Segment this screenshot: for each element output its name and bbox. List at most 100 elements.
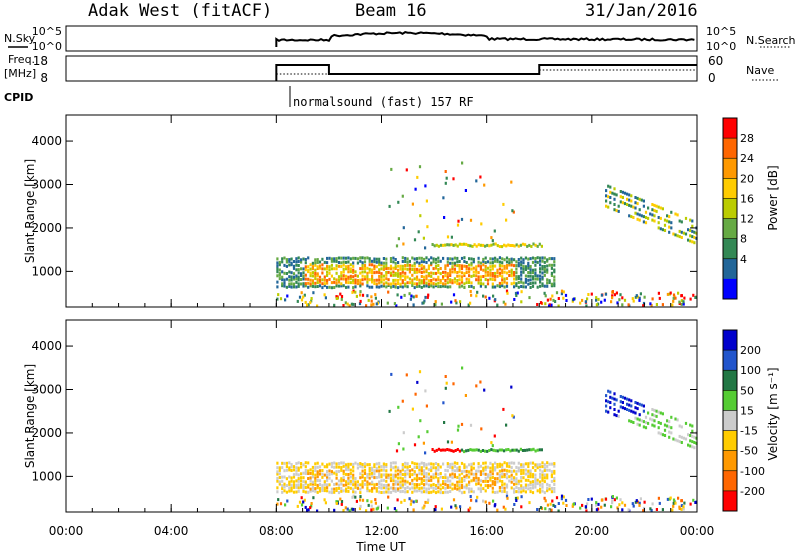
heatmap-cell <box>442 256 445 260</box>
heatmap-cell <box>539 472 542 476</box>
heatmap-cell <box>335 482 338 486</box>
heatmap-cell <box>399 284 402 288</box>
heatmap-cell <box>546 284 549 288</box>
heatmap-cell <box>298 500 302 504</box>
heatmap-cell <box>460 271 464 275</box>
heatmap-cell <box>505 289 509 293</box>
heatmap-cell <box>691 240 694 244</box>
heatmap-cell <box>321 278 324 282</box>
heatmap-cell <box>600 300 603 304</box>
heatmap-cell <box>510 477 513 481</box>
heatmap-cell <box>443 216 446 219</box>
heatmap-cell <box>475 384 478 388</box>
heatmap-cell <box>460 280 464 284</box>
heatmap-cell <box>420 271 423 274</box>
heatmap-cell <box>330 472 333 476</box>
heatmap-cell <box>619 400 622 404</box>
heatmap-cell <box>394 271 397 275</box>
heatmap-cell <box>297 461 300 465</box>
heatmap-cell <box>506 291 509 295</box>
heatmap-cell <box>302 295 305 299</box>
heatmap-cell <box>439 272 442 276</box>
heatmap-cell <box>449 274 452 277</box>
heatmap-cell <box>342 476 345 479</box>
heatmap-cell <box>323 284 326 288</box>
heatmap-cell <box>536 508 539 511</box>
heatmap-cell <box>505 491 509 495</box>
heatmap-cell <box>425 261 428 264</box>
heatmap-cell <box>302 277 305 281</box>
heatmap-cell <box>515 267 518 271</box>
heatmap-cell <box>522 265 525 269</box>
heatmap-cell <box>678 229 681 233</box>
heatmap-cell <box>653 209 656 213</box>
heatmap-cell <box>515 485 518 489</box>
heatmap-cell <box>529 480 532 484</box>
heatmap-cell <box>344 506 347 510</box>
heatmap-cell <box>375 270 378 274</box>
heatmap-cell <box>635 499 638 503</box>
heatmap-cell <box>628 398 631 402</box>
heatmap-cell <box>321 286 324 290</box>
heatmap-cell <box>363 267 367 270</box>
heatmap-cell <box>427 285 430 289</box>
heatmap-cell <box>687 433 690 437</box>
heatmap-cell <box>511 209 514 213</box>
heatmap-cell <box>505 281 509 285</box>
heatmap-cell <box>418 468 421 472</box>
heatmap-cell <box>420 490 423 494</box>
heatmap-cell <box>489 473 492 477</box>
heatmap-cell <box>387 495 390 499</box>
heatmap-cell <box>316 261 319 264</box>
heatmap-cell <box>463 274 466 277</box>
heatmap-cell <box>524 462 527 466</box>
heatmap-cell <box>316 272 319 276</box>
heatmap-cell <box>290 486 293 490</box>
heatmap-cell <box>361 274 364 278</box>
heatmap-cell <box>475 268 478 272</box>
heatmap-cell <box>527 475 530 479</box>
heatmap-cell <box>278 468 281 472</box>
heatmap-cell <box>318 483 322 486</box>
heatmap-cell <box>340 256 343 260</box>
heatmap-cell <box>484 465 487 469</box>
heatmap-cell <box>468 257 471 261</box>
heatmap-cell <box>498 448 501 452</box>
heatmap-cell <box>371 277 374 281</box>
heatmap-cell <box>326 261 329 265</box>
heatmap-cell <box>496 274 499 278</box>
heatmap-cell <box>529 490 532 494</box>
heatmap-cell <box>283 475 286 479</box>
heatmap-cell <box>430 256 433 260</box>
heatmap-cell <box>504 507 507 511</box>
heatmap-cell <box>375 278 378 282</box>
heatmap-cell <box>302 257 305 261</box>
heatmap-cell <box>494 503 497 507</box>
heatmap-cell <box>318 469 322 473</box>
heatmap-cell <box>651 502 654 506</box>
heatmap-cell <box>358 302 362 306</box>
heatmap-cell <box>446 490 449 494</box>
heatmap-cell <box>505 244 508 248</box>
heatmap-cell <box>626 408 629 411</box>
heatmap-cell <box>543 273 546 277</box>
heatmap-cell <box>553 257 556 261</box>
heatmap-cell <box>484 479 487 483</box>
heatmap-cell <box>285 490 288 494</box>
heatmap-cell <box>453 464 456 468</box>
heatmap-cell <box>611 294 614 298</box>
cpid-label: CPID <box>4 91 33 104</box>
heatmap-cell <box>508 469 511 473</box>
heatmap-cell <box>468 270 471 274</box>
heatmap-cell <box>321 271 324 275</box>
heatmap-cell <box>399 282 402 286</box>
heatmap-cell <box>366 280 369 284</box>
heatmap-cell <box>424 246 427 250</box>
heatmap-cell <box>440 302 443 306</box>
heatmap-cell <box>382 473 385 477</box>
heatmap-cell <box>290 261 293 265</box>
heatmap-cell <box>484 278 487 281</box>
velocity-panel-frame <box>65 319 698 513</box>
heatmap-cell <box>541 271 544 275</box>
